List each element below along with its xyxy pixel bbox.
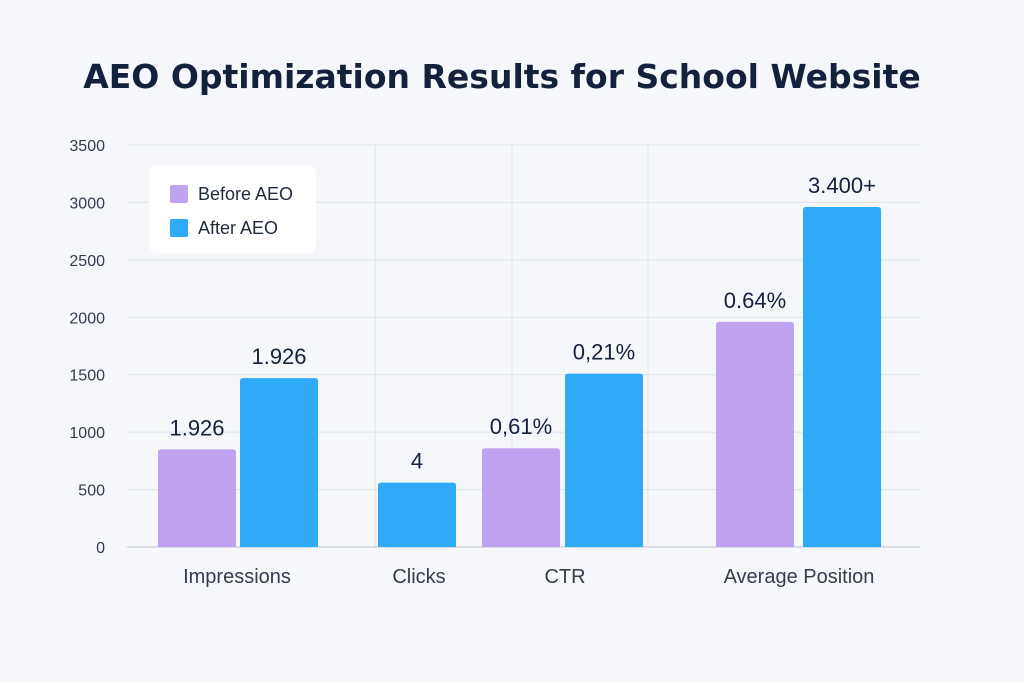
bar-before-average-position (716, 321, 794, 547)
bar-after-clicks (378, 482, 456, 547)
bar-after-ctr (565, 373, 643, 547)
value-label: 4 (411, 449, 423, 474)
x-tick-label: Average Position (724, 566, 875, 588)
legend-swatch-before (170, 185, 188, 203)
y-tick-label: 2000 (69, 310, 105, 327)
labels-layer: 1.926 0,61% 0.64% 1.926 4 0,21% 3.400+ Impressi… (169, 173, 875, 588)
bar-before-ctr (482, 448, 560, 547)
value-label: 0,61% (490, 414, 552, 439)
value-label: 0,21% (573, 340, 635, 365)
value-label: 1.926 (251, 344, 306, 369)
legend-label-after: After AEO (198, 218, 278, 238)
grid-layer: 0 500 1000 1500 2000 2500 3000 3500 (69, 138, 920, 557)
bar-after-average-position (803, 207, 881, 547)
legend-swatch-after (170, 219, 188, 237)
y-tick-label: 0 (96, 540, 105, 557)
bar-after-impressions (240, 378, 318, 547)
value-label: 3.400+ (808, 173, 876, 198)
value-label: 0.64% (724, 288, 786, 313)
y-tick-label: 1000 (69, 425, 105, 442)
y-tick-label: 2500 (69, 253, 105, 270)
y-tick-label: 3000 (69, 195, 105, 212)
bars-layer (158, 207, 881, 547)
legend-box (149, 165, 316, 253)
legend-label-before: Before AEO (198, 184, 293, 204)
x-tick-label: Impressions (183, 566, 291, 588)
y-tick-label: 1500 (69, 368, 105, 385)
value-label: 1.926 (169, 415, 224, 440)
y-tick-label: 500 (78, 483, 105, 500)
x-tick-label: CTR (544, 566, 585, 588)
y-tick-label: 3500 (69, 138, 105, 155)
x-tick-label: Clicks (392, 566, 445, 588)
legend: Before AEO After AEO (149, 165, 316, 253)
chart-title: AEO Optimization Results for School Webs… (83, 57, 921, 96)
bar-before-impressions (158, 449, 236, 547)
